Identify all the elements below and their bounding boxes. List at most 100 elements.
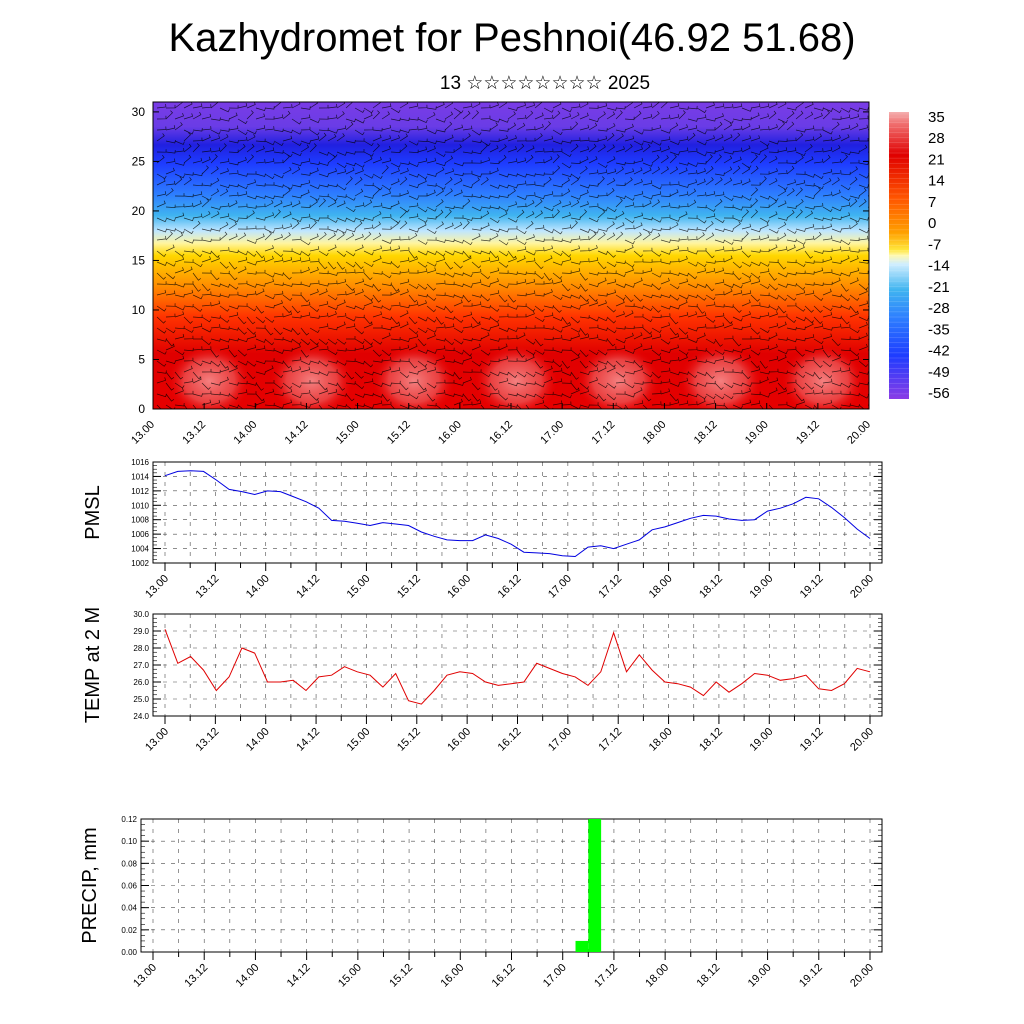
wind-barb	[597, 206, 608, 212]
wind-barb	[489, 184, 500, 189]
wind-barb	[237, 371, 247, 380]
y-tick-label: 0.04	[121, 904, 137, 913]
wind-barb	[606, 250, 616, 258]
precip-bar	[575, 940, 589, 952]
wind-barb	[192, 360, 203, 367]
wind-barb	[714, 228, 725, 232]
wind-barb	[759, 126, 770, 131]
wind-barb	[453, 371, 463, 380]
wind-barb	[714, 198, 723, 208]
wind-barb	[858, 198, 867, 208]
wind-barb	[660, 313, 671, 318]
wind-barb	[714, 356, 725, 362]
wind-barb	[696, 359, 707, 363]
wind-barb	[840, 283, 849, 292]
wind-barb	[543, 272, 553, 281]
wind-barb	[381, 282, 392, 287]
wind-barb	[651, 272, 662, 278]
wind-barb	[228, 125, 239, 131]
wind-barb	[561, 224, 572, 230]
wind-barb	[300, 239, 311, 246]
wind-barb	[417, 300, 427, 307]
wind-barb	[282, 272, 292, 280]
wind-barb	[318, 388, 328, 395]
y-tick-label: 1002	[131, 559, 149, 568]
wind-barb	[282, 256, 293, 263]
wind-barb	[156, 173, 167, 179]
wind-barb	[543, 156, 553, 164]
wind-barb	[759, 234, 770, 241]
wind-barb	[183, 327, 194, 333]
wind-barb	[579, 124, 590, 131]
wind-barb	[480, 140, 491, 147]
wind-barb	[228, 149, 239, 153]
wind-barb	[408, 327, 419, 335]
wind-barb	[831, 116, 842, 120]
wind-barb	[381, 184, 392, 191]
wind-barb	[255, 371, 266, 375]
wind-barb	[858, 228, 869, 234]
wind-barb	[606, 365, 616, 373]
wind-barb	[507, 135, 517, 142]
wind-barb	[651, 199, 660, 208]
wind-barb	[696, 204, 707, 209]
wind-barbs	[156, 102, 869, 409]
wind-barb	[453, 250, 464, 255]
wind-barb	[201, 182, 212, 187]
wind-barb	[462, 303, 473, 307]
wind-barb	[813, 294, 824, 301]
wind-barb	[732, 283, 743, 289]
wind-barb	[651, 147, 662, 153]
wind-barb	[156, 200, 166, 208]
wind-barb	[228, 170, 239, 175]
wind-barb	[669, 140, 680, 146]
wind-barb	[345, 283, 355, 291]
wind-barb	[327, 228, 338, 233]
wind-barb	[525, 257, 536, 263]
wind-barb	[633, 294, 643, 302]
wind-barb	[210, 135, 221, 142]
wind-barb	[687, 401, 698, 406]
wind-barb	[354, 118, 365, 124]
wind-barb	[543, 255, 553, 263]
wind-barb	[264, 294, 275, 300]
wind-barb	[561, 322, 571, 329]
wind-barb	[669, 217, 680, 222]
wind-barb	[210, 315, 221, 319]
wind-barb	[255, 250, 265, 259]
wind-barb	[489, 145, 499, 153]
wind-barb	[264, 140, 275, 146]
wind-barb	[381, 226, 392, 230]
wind-barb	[453, 124, 464, 131]
wind-barb	[714, 103, 725, 109]
wind-barb	[498, 144, 507, 153]
wind-barb	[813, 323, 824, 329]
wind-barb	[678, 106, 689, 110]
wind-barb	[156, 404, 162, 409]
wind-barb	[768, 343, 778, 351]
wind-barb	[669, 382, 680, 387]
wind-barb	[435, 292, 446, 296]
wind-barb	[516, 393, 527, 398]
wind-barb	[255, 233, 265, 241]
wind-barb	[228, 404, 239, 409]
wind-barb	[264, 388, 275, 395]
wind-barb	[489, 160, 500, 165]
wind-barb	[435, 102, 445, 109]
wind-barb	[597, 209, 606, 219]
wind-barb	[642, 162, 653, 167]
wind-barb	[687, 125, 698, 131]
wind-barb	[606, 382, 617, 389]
wind-barb	[759, 404, 764, 409]
wind-barb	[768, 110, 777, 120]
wind-barb	[840, 247, 851, 252]
wind-barb	[219, 261, 229, 269]
wind-barb	[390, 220, 399, 230]
wind-barb	[687, 371, 698, 378]
wind-barb	[480, 237, 491, 242]
wind-barb	[561, 360, 571, 369]
wind-barb	[219, 221, 229, 230]
wind-barb	[192, 191, 203, 197]
wind-barb	[309, 184, 320, 190]
wind-barb	[597, 349, 608, 356]
